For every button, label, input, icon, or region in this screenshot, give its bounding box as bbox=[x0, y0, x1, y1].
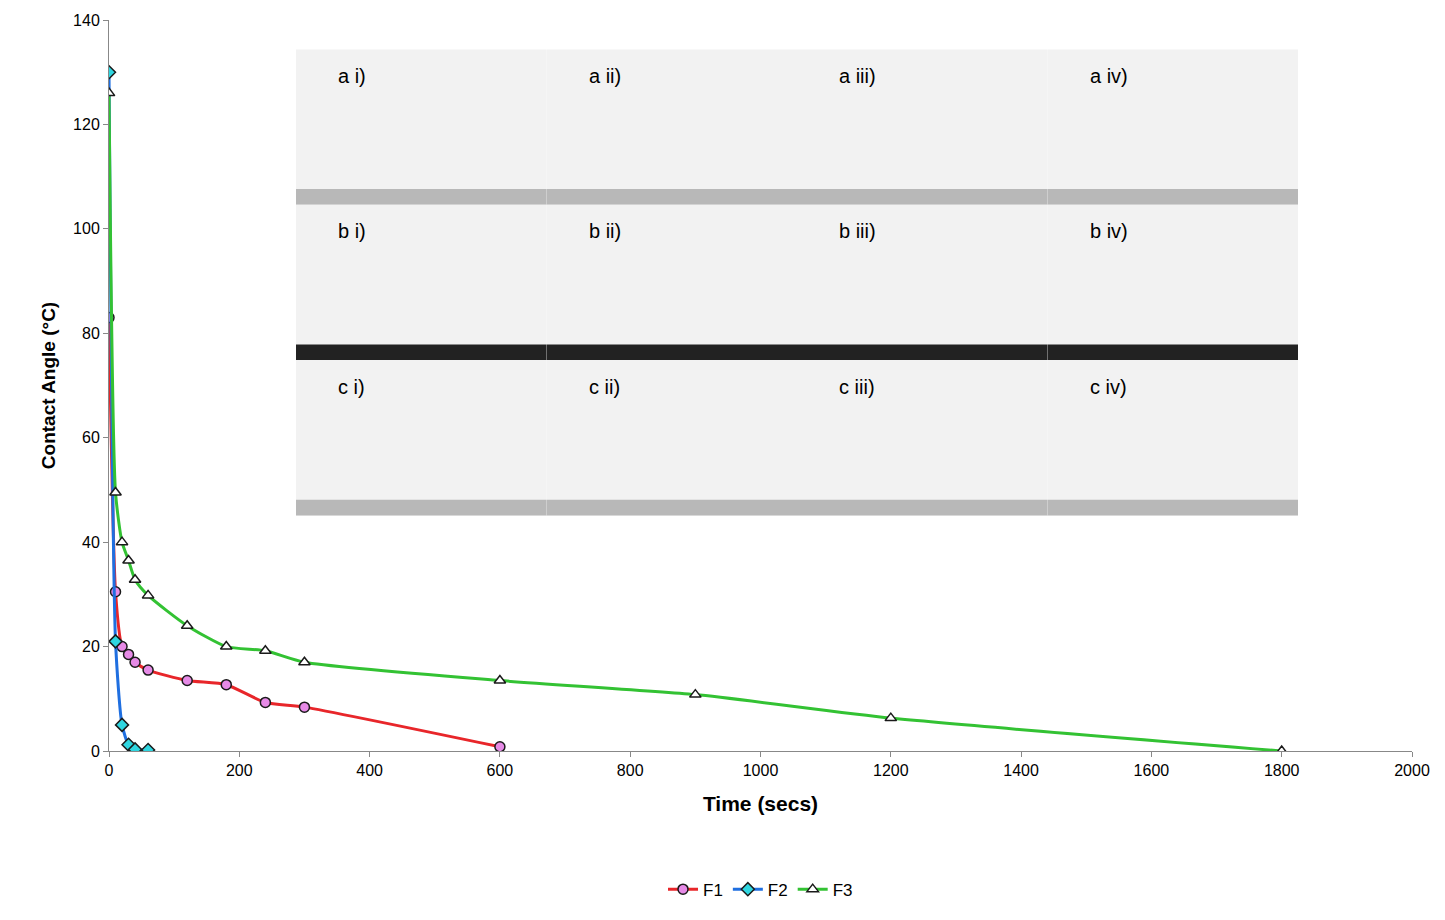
svg-text:1200: 1200 bbox=[873, 762, 909, 779]
svg-text:b iv): b iv) bbox=[1090, 220, 1128, 242]
svg-text:c iii): c iii) bbox=[839, 376, 875, 398]
svg-text:a iv): a iv) bbox=[1090, 65, 1128, 87]
svg-text:20: 20 bbox=[82, 638, 100, 655]
svg-text:2000: 2000 bbox=[1394, 762, 1430, 779]
svg-text:200: 200 bbox=[226, 762, 253, 779]
svg-text:b iii): b iii) bbox=[839, 220, 876, 242]
svg-text:a i): a i) bbox=[338, 65, 366, 87]
svg-text:40: 40 bbox=[82, 534, 100, 551]
svg-text:1400: 1400 bbox=[1003, 762, 1039, 779]
svg-text:b i): b i) bbox=[338, 220, 366, 242]
svg-text:80: 80 bbox=[82, 325, 100, 342]
svg-text:0: 0 bbox=[105, 762, 114, 779]
svg-text:c iv): c iv) bbox=[1090, 376, 1127, 398]
svg-text:F3: F3 bbox=[833, 881, 853, 900]
svg-text:c i): c i) bbox=[338, 376, 365, 398]
svg-text:Time (secs): Time (secs) bbox=[703, 792, 818, 815]
svg-text:100: 100 bbox=[73, 220, 100, 237]
svg-text:140: 140 bbox=[73, 12, 100, 29]
svg-text:1600: 1600 bbox=[1134, 762, 1170, 779]
svg-text:600: 600 bbox=[487, 762, 514, 779]
svg-text:1000: 1000 bbox=[743, 762, 779, 779]
svg-text:Contact Angle (°C): Contact Angle (°C) bbox=[38, 302, 59, 469]
svg-text:120: 120 bbox=[73, 116, 100, 133]
svg-text:a iii): a iii) bbox=[839, 65, 876, 87]
svg-text:b ii): b ii) bbox=[589, 220, 621, 242]
svg-text:1800: 1800 bbox=[1264, 762, 1300, 779]
svg-text:F1: F1 bbox=[703, 881, 723, 900]
svg-text:400: 400 bbox=[356, 762, 383, 779]
svg-text:800: 800 bbox=[617, 762, 644, 779]
svg-text:F2: F2 bbox=[768, 881, 788, 900]
svg-text:0: 0 bbox=[91, 743, 100, 760]
svg-text:c ii): c ii) bbox=[589, 376, 620, 398]
svg-text:a ii): a ii) bbox=[589, 65, 621, 87]
svg-text:60: 60 bbox=[82, 429, 100, 446]
